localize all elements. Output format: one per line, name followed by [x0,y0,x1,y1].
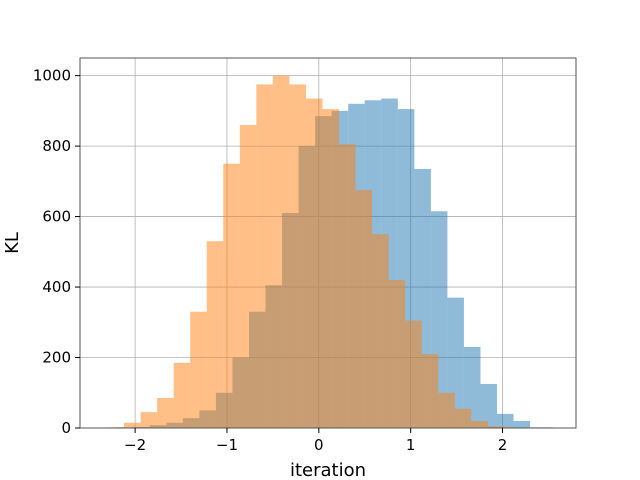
x-tick-label: −1 [216,436,238,454]
x-tick-label: 0 [314,436,324,454]
histogram-bar [421,354,439,428]
histogram-bar [289,84,306,428]
histogram-bar [438,392,455,428]
histogram-bar [487,426,505,428]
histogram-bar [322,109,340,428]
y-tick-label: 600 [42,208,71,226]
histogram-bar [405,320,422,428]
x-tick-label: 2 [498,436,508,454]
x-tick-label: 1 [406,436,416,454]
histogram-bar [372,234,389,428]
histogram-bar [272,75,290,428]
histogram-bar [305,98,323,429]
y-tick-label: 0 [61,419,71,437]
y-tick-label: 400 [42,278,71,296]
x-axis-label: iteration [290,460,366,480]
plot-frame [79,57,577,429]
histogram-bar [173,362,191,428]
histogram-bar [497,413,514,428]
y-tick-label: 1000 [33,67,71,85]
histogram-bar [239,124,257,428]
histogram-bar [206,241,224,428]
histogram-bar [463,346,481,428]
histogram-bar [355,190,373,428]
ticks: −2 −1 0 1 2 0 200 400 600 800 1000 [33,67,507,454]
y-axis-label: KL [2,232,23,254]
histogram-series-2 [107,75,521,429]
histogram-bar [190,311,207,428]
histogram-bar [256,84,273,428]
y-tick-label: 800 [42,137,71,155]
histogram-bar [480,383,498,428]
histogram-bar [513,420,531,428]
y-tick-label: 200 [42,349,71,367]
histogram-bar [124,422,141,428]
histogram-bar [388,280,406,428]
histogram-bar [471,420,488,428]
histogram-bar [157,398,174,428]
histogram-bar [339,144,356,429]
histogram-bar [223,163,240,428]
histogram-bar [140,412,158,428]
bars [107,75,554,429]
histogram-bar [454,408,472,428]
x-tick-label: −2 [124,436,146,454]
